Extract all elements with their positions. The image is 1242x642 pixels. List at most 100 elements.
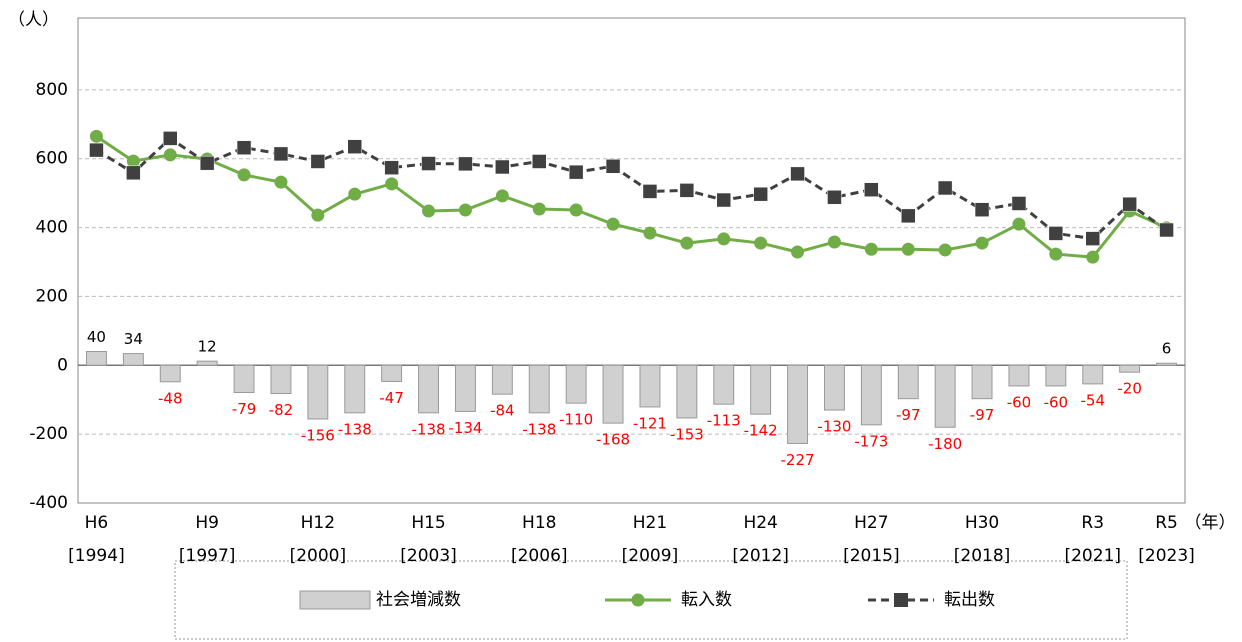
marker [827,235,841,249]
marker [89,129,103,143]
marker [1159,222,1174,238]
bar [713,364,735,405]
line [95,136,1168,241]
bar [750,364,772,415]
marker [606,217,620,231]
data-label: -156 [301,426,335,444]
data-label: -173 [854,432,888,450]
data-label: -168 [596,431,630,449]
data-label: -134 [448,419,482,437]
legend-label: 転出数 [944,590,995,610]
x-year-label: [2000] [290,546,347,566]
data-label: -121 [633,414,667,432]
data-label: -97 [970,406,995,424]
bar [233,364,255,393]
bar [565,364,587,404]
marker [754,236,768,250]
data-label: -82 [269,401,294,419]
data-label: -227 [781,451,815,469]
marker [716,192,731,208]
x-tick-label: H9 [195,513,219,533]
marker [975,236,989,250]
bar [381,364,403,382]
marker [347,139,362,154]
x-year-label: [2015] [843,546,900,566]
marker [1122,196,1137,212]
marker [532,202,546,216]
data-label: 6 [1162,340,1172,358]
marker [901,242,915,256]
bar [897,364,919,400]
y-tick-label: 0 [57,355,68,375]
marker [458,203,472,217]
data-label: -138 [522,420,556,438]
x-year-label: [2009] [622,546,679,566]
bar [418,364,440,414]
x-year-label: [2021] [1064,546,1121,566]
bar [971,364,993,400]
bar [1156,362,1178,366]
x-year-label: [2018] [954,546,1011,566]
marker [273,146,289,162]
data-label: -130 [817,418,851,436]
x-year-label: [2023] [1138,546,1195,566]
legend-marker [631,593,645,607]
y-tick-label: -400 [29,493,68,513]
marker [384,160,399,175]
x-unit: （年） [1185,513,1236,533]
bar [344,364,366,414]
bar [1008,364,1030,387]
marker [1085,231,1100,246]
marker [864,242,878,256]
legend-label: 転入数 [681,590,732,610]
data-label: -54 [1081,391,1106,409]
data-label: 12 [198,338,217,356]
marker [1048,226,1064,241]
bar [787,364,809,444]
marker [311,208,325,222]
bar [639,364,661,408]
y-tick-label: -200 [29,424,68,444]
x-year-label: [2003] [400,546,457,566]
marker [126,154,140,168]
marker [974,202,990,217]
x-year-label: [1997] [179,546,236,566]
marker [126,165,141,181]
marker [642,184,658,199]
marker [790,166,805,182]
marker [385,177,399,191]
bar [602,364,624,424]
x-tick-label: H30 [965,513,999,533]
x-tick-label: H24 [743,513,777,533]
bar [1082,364,1104,385]
bar [676,364,698,419]
legend-label: 社会増減数 [376,590,461,610]
data-label: -79 [232,400,257,418]
marker [569,203,583,217]
marker [938,243,952,257]
bar [122,353,144,366]
x-tick-label: H15 [411,513,445,533]
marker [605,159,621,174]
data-label: -60 [1007,393,1032,411]
marker [236,140,252,155]
bar [454,364,476,412]
x-year-label: [1994] [68,546,125,566]
bar [1045,364,1067,387]
y-unit: （人） [8,10,59,30]
marker [1011,196,1027,211]
bar [860,364,882,426]
marker [901,208,916,224]
y-tick-label: 200 [36,286,68,306]
data-label: -142 [744,422,778,440]
bar [528,364,550,414]
x-tick-label: H12 [301,513,335,533]
bar [491,364,513,395]
y-tick-label: 600 [36,149,68,169]
data-label: -138 [412,420,446,438]
marker [89,142,104,158]
marker [237,168,251,182]
bar [823,364,845,411]
data-label: -138 [338,420,372,438]
